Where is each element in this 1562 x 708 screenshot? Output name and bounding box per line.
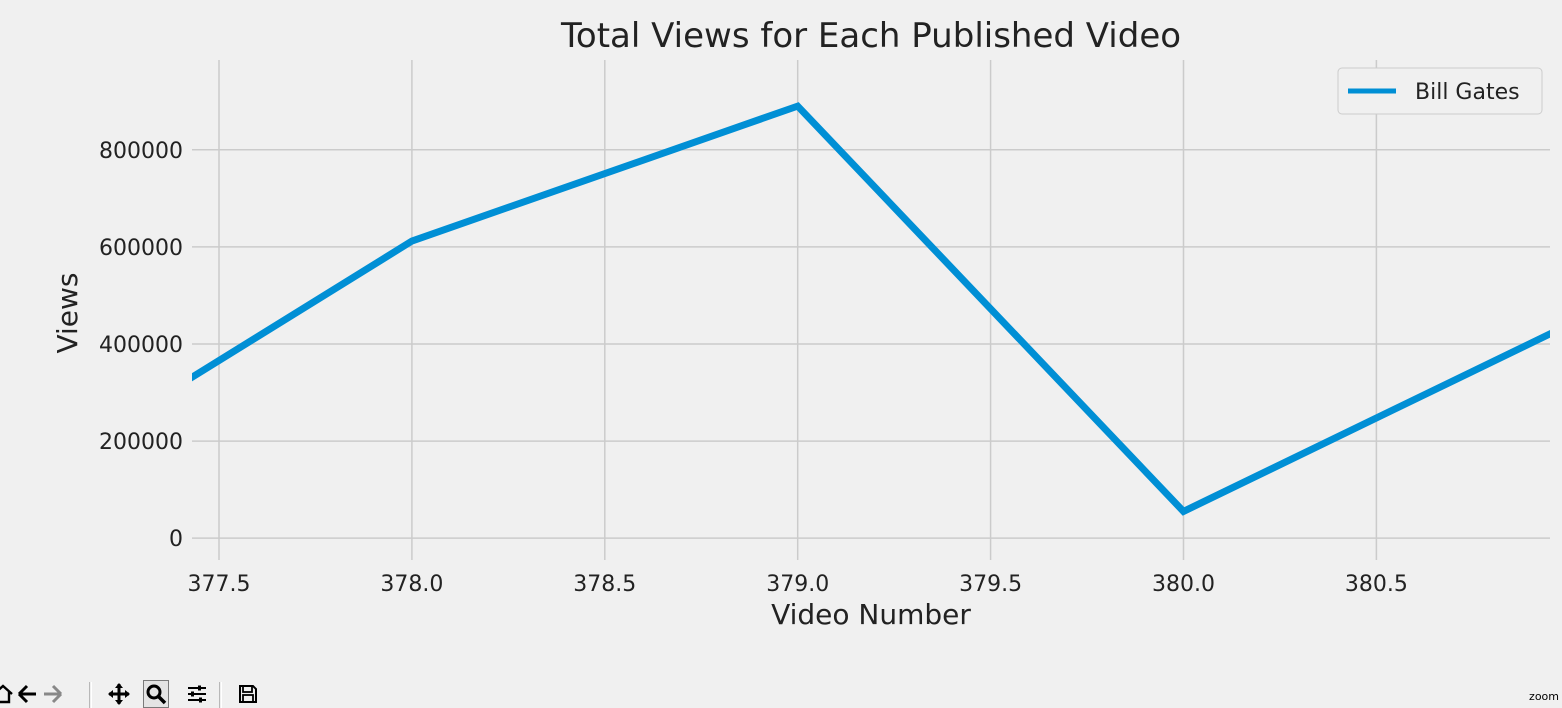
x-tick-label: 380.0	[1152, 572, 1215, 597]
x-axis-label: Video Number	[771, 598, 971, 631]
y-gridlines	[192, 149, 1550, 539]
navigation-toolbar	[0, 676, 1562, 708]
zoom-button[interactable]	[143, 680, 169, 708]
plot-area	[192, 102, 1550, 516]
legend-box	[1337, 67, 1543, 115]
pan-button[interactable]	[106, 680, 132, 708]
x-tick-label: 380.5	[1345, 572, 1408, 597]
toolbar-separator	[219, 682, 222, 708]
y-tick-label: 0	[169, 527, 183, 552]
legend: Bill Gates	[1337, 67, 1543, 115]
y-tick-label: 200000	[99, 430, 183, 455]
save-icon	[239, 685, 257, 703]
y-tick-label: 600000	[99, 236, 183, 261]
x-tick-label: 379.5	[959, 572, 1022, 597]
x-tick-label: 378.0	[380, 572, 443, 597]
y-tick-label: 800000	[99, 139, 183, 164]
zoom-icon	[146, 684, 167, 705]
x-tick-label: 377.5	[188, 572, 251, 597]
x-gridlines	[218, 60, 1378, 560]
x-tick-label: 379.0	[766, 572, 829, 597]
forward-button[interactable]	[40, 680, 66, 708]
save-button[interactable]	[235, 680, 261, 708]
y-tick-label: 400000	[99, 333, 183, 358]
legend-label: Bill Gates	[1415, 80, 1520, 105]
configure-subplots-icon	[188, 685, 206, 703]
chart: Total Views for Each Published Video 377…	[51, 16, 1550, 631]
series-line-0	[192, 102, 1550, 516]
x-tick-label: 378.5	[573, 572, 636, 597]
forward-arrow-icon	[44, 684, 63, 704]
home-button[interactable]	[0, 680, 16, 708]
home-icon	[0, 684, 13, 704]
toolbar-separator	[89, 682, 92, 708]
pan-icon	[108, 683, 130, 705]
back-arrow-icon	[17, 684, 36, 704]
y-axis-label: Views	[51, 272, 84, 353]
back-button[interactable]	[14, 680, 40, 708]
y-tick-labels: 0 200000 400000 600000 800000	[99, 139, 183, 552]
configure-subplots-button[interactable]	[184, 680, 210, 708]
x-tick-labels: 377.5 378.0 378.5 379.0 379.5 380.0 380.5	[188, 572, 1408, 597]
toolbar-mode-status: zoom	[1529, 690, 1559, 703]
chart-title: Total Views for Each Published Video	[560, 16, 1181, 56]
